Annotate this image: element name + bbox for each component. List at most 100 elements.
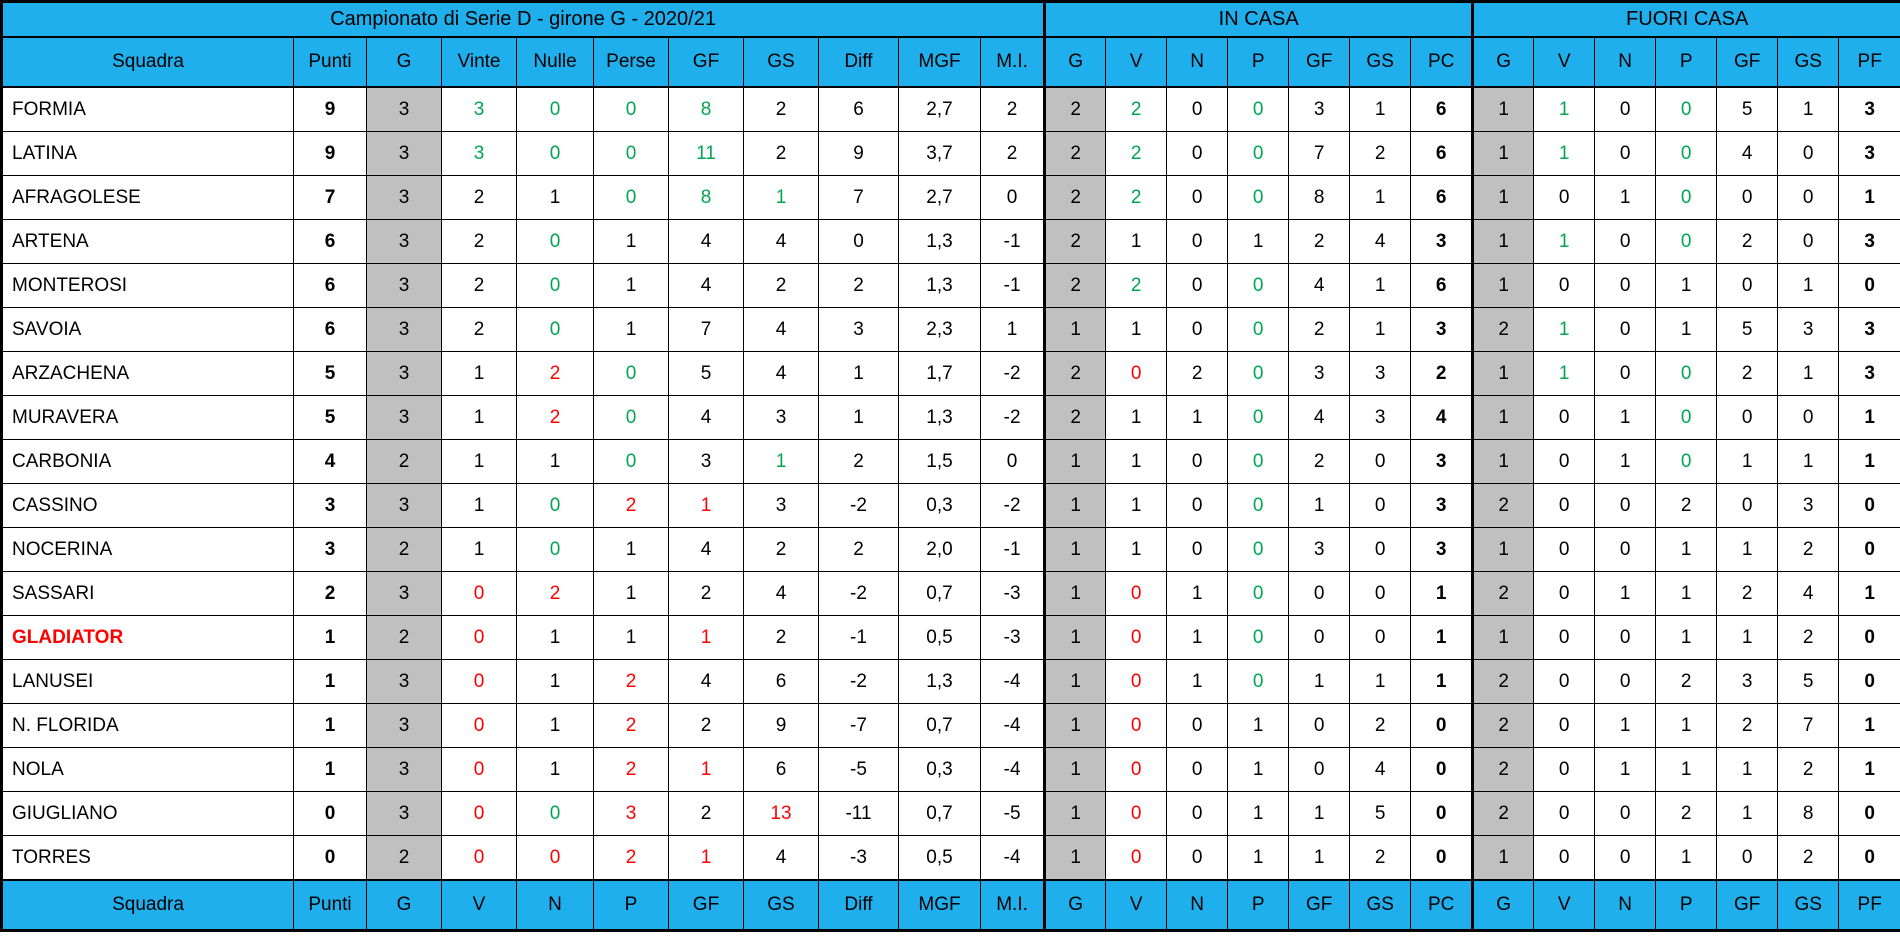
stat-cell: 0 [1227,263,1290,308]
stat-cell: 2 [1043,351,1107,396]
stat-cell: 0 [1594,791,1657,836]
stat-cell: 1 [1043,703,1107,748]
stat-cell: 1 [1043,483,1107,528]
team-name: LATINA [1,131,294,176]
stat-cell: 1 [1105,395,1168,440]
stat-cell: 1 [1043,835,1107,881]
col-footer-gf-6: GF [668,879,744,932]
col-footer-gs-16: GS [1349,879,1412,932]
stat-cell: 2 [593,659,669,704]
stat-cell: 2 [1166,351,1229,396]
stat-cell: 2 [1655,659,1718,704]
team-row: SAVOIA 6 3 2 0 1 7 4 3 2,3 1 1 1 0 0 2 1 3 2 1 0 1 5 3 3 [1,307,1900,352]
stat-cell: 3 [366,263,442,308]
stat-cell: 1 [818,351,899,396]
stat-cell: -3 [818,835,899,881]
stat-cell: 2 [593,747,669,792]
col-header-gf-15: GF [1288,36,1351,88]
stat-cell: 3 [441,131,517,176]
stat-cell: 1 [1105,219,1168,264]
stat-cell: 0 [1777,219,1840,264]
header-group-row: Campionato di Serie D - girone G - 2020/… [0,1,1900,38]
stat-cell: 2 [366,835,442,881]
stat-cell: 1 [1043,439,1107,484]
stat-cell: 1 [979,307,1046,352]
stat-cell: 0 [516,307,594,352]
stat-cell: 0 [1227,351,1290,396]
stat-cell: 0 [1533,703,1596,748]
stat-cell: 1 [1777,439,1840,484]
stat-cell: 1 [1043,307,1107,352]
stat-cell: 0 [1288,747,1351,792]
stat-cell: -4 [979,747,1046,792]
stat-cell: 2 [1105,175,1168,220]
stat-cell: 1 [1471,395,1535,440]
stat-cell: 1 [516,703,594,748]
stat-cell: 1 [1471,439,1535,484]
stat-cell: 2 [1105,86,1168,132]
stat-cell: 1 [668,835,744,881]
stat-cell: 0 [1716,175,1779,220]
stat-cell: 3 [593,791,669,836]
col-footer-gf-15: GF [1288,879,1351,932]
stat-cell: 0 [516,483,594,528]
stat-cell: 3 [366,659,442,704]
stat-cell: 1 [1227,835,1290,881]
stat-cell: 3 [366,351,442,396]
team-name: SAVOIA [1,307,294,352]
col-footer-punti-1: Punti [293,879,367,932]
stat-cell: 2 [1043,219,1107,264]
team-name: NOCERINA [1,527,294,572]
stat-cell: 7 [293,175,367,220]
stat-cell: 2 [366,527,442,572]
stat-cell: 3 [1349,351,1412,396]
stat-cell: 9 [818,131,899,176]
stat-cell: 0,7 [898,791,981,836]
stat-cell: 1 [1838,703,1900,748]
stat-cell: 1 [441,351,517,396]
stat-cell: 1 [1533,86,1596,132]
stat-cell: 6 [293,219,367,264]
col-header-pf-24: PF [1838,36,1900,88]
col-footer-gs-7: GS [743,879,819,932]
stat-cell: 1,3 [898,659,981,704]
stat-cell: 1 [1471,175,1535,220]
stat-cell: 1 [1594,703,1657,748]
stat-cell: 3 [366,307,442,352]
stat-cell: 1 [1349,659,1412,704]
stat-cell: 0,3 [898,483,981,528]
stat-cell: 0 [593,439,669,484]
stat-cell: -1 [818,615,899,660]
stat-cell: 3 [366,483,442,528]
col-header-perse-5: Perse [593,36,669,88]
stat-cell: 6 [818,86,899,132]
stat-cell: 3 [366,571,442,616]
stat-cell: 0 [1594,835,1657,881]
stat-cell: 1 [593,571,669,616]
stat-cell: 1 [1594,571,1657,616]
stat-cell: 4 [668,659,744,704]
stat-cell: 3 [1288,527,1351,572]
stat-cell: -5 [818,747,899,792]
stat-cell: 1 [593,219,669,264]
stat-cell: 0 [1533,747,1596,792]
stat-cell: 0 [1166,483,1229,528]
col-footer-g-2: G [366,879,442,932]
stat-cell: 3 [366,791,442,836]
stat-cell: 2 [1471,307,1535,352]
col-header-p-21: P [1655,36,1718,88]
stat-cell: 3 [1410,527,1474,572]
stat-cell: 1 [1777,263,1840,308]
stat-cell: 0 [1166,131,1229,176]
stat-cell: -3 [979,615,1046,660]
stat-cell: 3 [1288,86,1351,132]
col-footer-v-3: V [441,879,517,932]
stat-cell: 2 [1105,131,1168,176]
team-row: NOCERINA 3 2 1 0 1 4 2 2 2,0 -1 1 1 0 0 3 0 3 1 0 0 1 1 2 0 [1,527,1900,572]
stat-cell: 3 [743,395,819,440]
stat-cell: 1 [1838,439,1900,484]
stat-cell: 3 [366,703,442,748]
stat-cell: 1 [593,527,669,572]
stat-cell: 4 [743,571,819,616]
stat-cell: 3 [293,483,367,528]
